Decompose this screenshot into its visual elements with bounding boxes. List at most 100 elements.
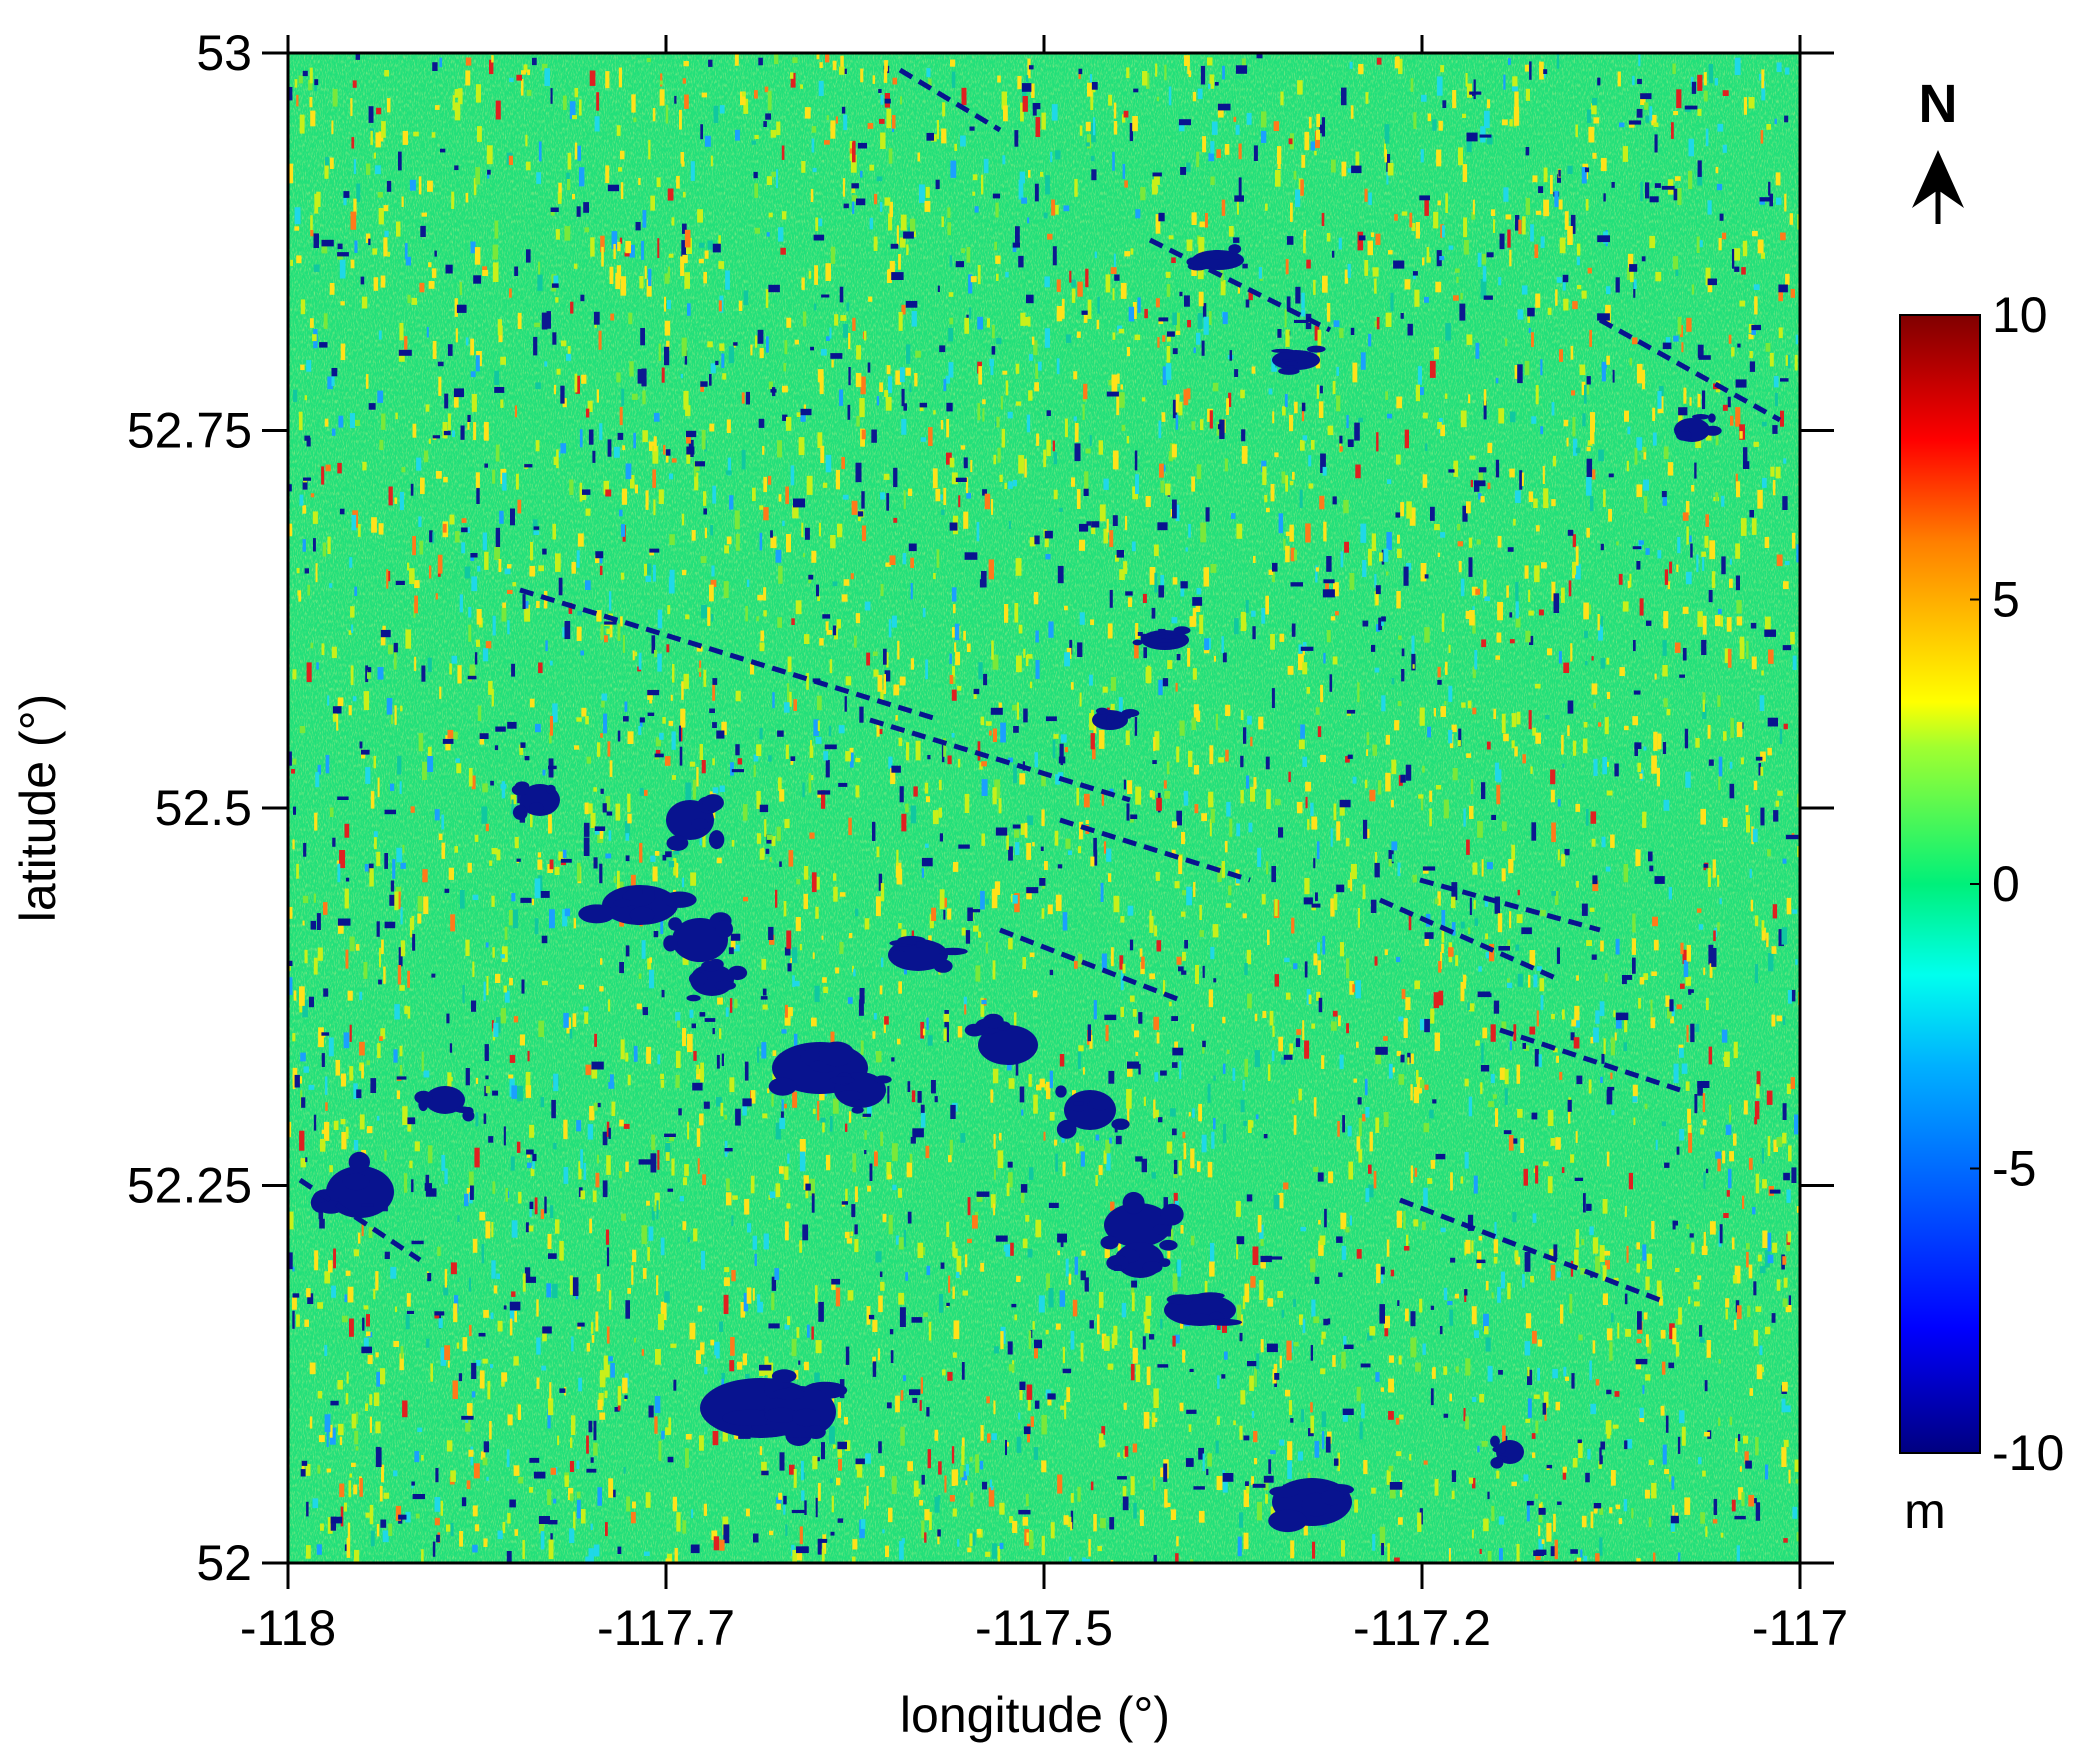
speckle — [815, 1340, 822, 1354]
speckle — [1567, 1099, 1572, 1112]
speckle — [371, 517, 377, 533]
speckle — [580, 1190, 586, 1200]
speckle — [383, 205, 389, 212]
speckle — [1235, 1201, 1241, 1217]
speckle — [319, 1138, 326, 1152]
speckle — [507, 589, 513, 594]
speckle — [403, 1173, 408, 1193]
speckle — [351, 514, 357, 531]
speckle — [411, 297, 417, 305]
speckle — [1613, 1010, 1616, 1018]
speckle — [754, 1253, 757, 1266]
speckle — [481, 806, 488, 824]
speckle — [1628, 1172, 1633, 1190]
speckle — [1457, 541, 1464, 547]
speckle — [646, 1046, 652, 1064]
speckle — [1237, 283, 1240, 294]
speckle — [492, 469, 496, 484]
speckle — [837, 1441, 842, 1458]
speckle — [926, 68, 931, 78]
speckle — [1265, 595, 1269, 615]
speckle — [1457, 740, 1461, 747]
speckle — [508, 910, 514, 926]
speckle — [1675, 1342, 1680, 1357]
speckle — [949, 317, 954, 325]
speckle — [350, 665, 354, 685]
speckle — [1187, 59, 1190, 75]
speckle — [681, 240, 687, 260]
speckle — [1493, 1000, 1500, 1014]
speckle — [299, 986, 305, 1006]
speckle — [1776, 197, 1782, 205]
speckle — [1535, 293, 1541, 308]
speckle — [812, 952, 815, 959]
speckle — [1111, 1333, 1115, 1349]
speckle — [1254, 1013, 1258, 1022]
speckle — [1705, 128, 1709, 147]
speckle — [1026, 1532, 1029, 1543]
speckle — [996, 337, 1002, 345]
speckle — [687, 1121, 690, 1140]
speckle — [630, 874, 636, 894]
speckle — [939, 833, 943, 842]
speckle — [407, 970, 410, 988]
speckle — [456, 1342, 460, 1349]
speckle — [1403, 1211, 1406, 1230]
speckle — [1648, 851, 1653, 862]
speckle — [1122, 114, 1126, 123]
speckle — [1593, 758, 1598, 776]
speckle — [1085, 820, 1089, 824]
speckle — [1527, 1369, 1533, 1385]
speckle — [1112, 515, 1118, 526]
speckle — [1093, 837, 1097, 853]
speckle — [338, 1423, 344, 1436]
speckle — [1547, 307, 1552, 315]
speckle — [852, 317, 856, 331]
speckle — [390, 783, 395, 791]
speckle — [569, 479, 574, 495]
speckle — [1371, 1487, 1376, 1494]
speckle — [1735, 407, 1741, 427]
speckle — [1545, 715, 1550, 720]
speckle — [583, 1162, 587, 1180]
speckle — [1655, 271, 1662, 282]
speckle — [296, 863, 299, 879]
speckle — [1398, 1355, 1402, 1365]
speckle — [784, 1004, 788, 1018]
speckle — [1350, 864, 1357, 879]
speckle — [1572, 1458, 1578, 1468]
speckle — [447, 413, 451, 431]
speckle — [1593, 1027, 1599, 1043]
speckle — [1332, 1355, 1336, 1367]
speckle — [412, 536, 416, 556]
speckle — [296, 255, 302, 264]
speckle — [858, 999, 864, 1016]
speckle — [438, 376, 442, 396]
speckle — [1209, 410, 1213, 429]
speckle — [1585, 661, 1588, 666]
speckle — [1517, 889, 1520, 896]
speckle — [919, 1400, 922, 1411]
speckle — [693, 1228, 698, 1242]
speckle — [294, 1074, 300, 1088]
speckle — [886, 365, 891, 375]
speckle — [1419, 1018, 1425, 1031]
speckle — [1101, 1426, 1106, 1435]
speckle — [509, 288, 512, 298]
speckle — [1100, 882, 1104, 902]
speckle — [381, 939, 384, 954]
speckle — [1076, 489, 1081, 509]
speckle — [632, 393, 638, 400]
speckle — [1641, 446, 1647, 453]
speckle — [817, 1100, 820, 1121]
speckle — [577, 611, 583, 616]
speckle — [784, 1015, 791, 1026]
speckle — [866, 1306, 871, 1325]
speckle — [803, 893, 808, 910]
speckle — [1231, 513, 1236, 519]
speckle — [1184, 295, 1190, 307]
speckle — [1166, 284, 1171, 297]
speckle — [1140, 187, 1146, 201]
speckle — [1388, 1378, 1394, 1393]
speckle — [911, 1090, 916, 1103]
